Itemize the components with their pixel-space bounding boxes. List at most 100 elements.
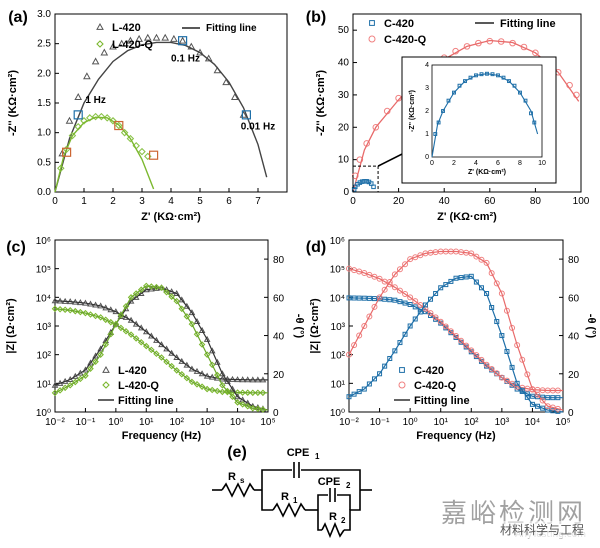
- data-point: [91, 112, 100, 121]
- data-point: [97, 345, 104, 352]
- data-point: [103, 114, 111, 122]
- data-point: [397, 340, 403, 346]
- y-tick-label: 0.5: [37, 157, 51, 168]
- data-point: [483, 259, 490, 266]
- y-tick-label: 10⁵: [36, 265, 51, 276]
- y2-tick-label: 20: [273, 370, 285, 381]
- x-tick-label: 60: [484, 196, 496, 207]
- data-point: [382, 363, 388, 369]
- wire: [317, 510, 322, 531]
- x-tick-label: 10⁻¹: [76, 417, 96, 428]
- data-point: [109, 42, 117, 50]
- data-point: [535, 403, 541, 409]
- data-point: [412, 316, 418, 322]
- x-tick-label: 10¹: [139, 417, 154, 428]
- fit-line: [54, 41, 268, 193]
- resistor-rs: [221, 482, 255, 498]
- fit-line: [54, 300, 268, 381]
- inset-data-point: [463, 79, 467, 84]
- y-tick-label: 3.0: [37, 9, 51, 20]
- data-point: [377, 371, 383, 377]
- data-point: [494, 319, 500, 325]
- panel-label: (c): [6, 239, 26, 256]
- x-tick-label: 10²: [169, 417, 184, 428]
- wire: [261, 490, 273, 511]
- data-point: [391, 271, 398, 278]
- data-point: [230, 93, 239, 100]
- y-tick-label: 40: [338, 58, 350, 69]
- data-point: [87, 365, 94, 372]
- x-tick-label: 4: [168, 196, 174, 207]
- data-point: [219, 370, 226, 377]
- legend-label: C-420: [384, 18, 414, 30]
- data-point: [188, 320, 196, 328]
- inset-y-axis-title: -Z'' (KΩ·cm²): [409, 90, 416, 132]
- zoom-box: [352, 165, 379, 193]
- data-point: [509, 324, 516, 331]
- data-point: [519, 356, 526, 363]
- data-point: [372, 123, 380, 131]
- data-point: [259, 389, 267, 397]
- x-tick-label: 10³: [200, 417, 215, 428]
- data-point: [524, 371, 531, 378]
- data-point: [61, 306, 69, 314]
- data-point: [65, 116, 74, 124]
- resistor-r2: [321, 521, 345, 539]
- data-point: [86, 114, 94, 122]
- label-rs: R: [228, 471, 236, 483]
- data-point: [473, 352, 480, 359]
- y2-tick-label: 60: [568, 293, 580, 304]
- data-point: [82, 372, 89, 379]
- data-point: [478, 256, 485, 263]
- x-tick-label: 10³: [495, 417, 510, 428]
- data-point: [473, 253, 480, 260]
- inset-y-tick-label: 0: [425, 154, 429, 161]
- inset-y-tick-label: 1: [425, 131, 429, 138]
- data-point: [126, 134, 135, 143]
- data-point: [170, 34, 178, 42]
- inset-frame-outer: [401, 56, 557, 184]
- data-point: [503, 307, 510, 314]
- data-point: [87, 359, 94, 366]
- legend-label: Fitting line: [206, 23, 257, 34]
- data-point: [371, 184, 376, 190]
- y-tick-label: 10⁴: [36, 293, 51, 304]
- y-tick-label: 10: [338, 155, 350, 166]
- data-point: [417, 301, 424, 308]
- data-point: [356, 389, 362, 395]
- y-tick-label: 30: [338, 90, 350, 101]
- data-point: [361, 386, 367, 392]
- inset-x-tick-label: 0: [430, 160, 434, 167]
- data-point: [554, 405, 561, 412]
- inset-x-tick-label: 4: [474, 160, 478, 167]
- data-point: [478, 356, 485, 363]
- data-point: [448, 278, 454, 284]
- data-point: [259, 406, 267, 413]
- data-point: [234, 393, 241, 400]
- x-tick-label: 2: [110, 196, 116, 207]
- label-r1: R: [281, 491, 289, 503]
- inset-chart: 0 2 4 6 8 10 0 1 2 3 4 Z' (KΩ·cm²) -Z'' (KΩ·cm²): [401, 56, 557, 184]
- x-tick-label: 10²: [464, 417, 479, 428]
- panel-label: (b): [306, 9, 326, 26]
- data-point: [135, 34, 143, 42]
- frequency-marker-box: [73, 110, 83, 120]
- data-point: [51, 305, 59, 313]
- panel-label: (a): [8, 9, 28, 26]
- data-point: [484, 291, 490, 297]
- frequency-marker-box: [241, 110, 251, 120]
- data-point: [381, 286, 388, 293]
- data-point: [366, 381, 372, 387]
- data-point: [117, 311, 125, 319]
- wire: [337, 494, 351, 510]
- annotation-0.01hz: 0.01 Hz: [241, 122, 275, 133]
- data-point: [66, 306, 74, 314]
- y-tick-label: 10¹: [331, 379, 346, 390]
- data-point: [489, 305, 495, 311]
- legend-label: C-420: [414, 365, 444, 377]
- data-point: [493, 370, 500, 377]
- y-axis-title: -Z'' (KΩ·cm²): [7, 70, 19, 136]
- legend-marker: [102, 365, 110, 373]
- data-point: [498, 374, 505, 381]
